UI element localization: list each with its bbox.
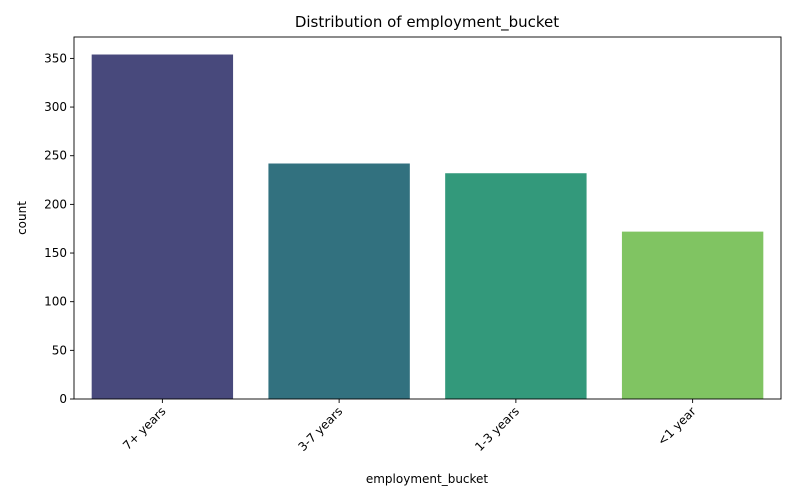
x-axis: 7+ years 3-7 years 1-3 years <1 year bbox=[120, 399, 699, 454]
y-tick-label-5: 250 bbox=[44, 149, 67, 163]
bar-1 bbox=[268, 163, 410, 399]
x-tick-label-1: 3-7 years bbox=[295, 404, 345, 454]
y-axis-label: count bbox=[15, 201, 29, 235]
y-tick-label-6: 300 bbox=[44, 100, 67, 114]
y-tick-label-3: 150 bbox=[44, 246, 67, 260]
bar-2 bbox=[445, 173, 587, 399]
bar-3 bbox=[621, 231, 764, 399]
bars-layer bbox=[91, 54, 764, 400]
y-tick-label-0: 0 bbox=[59, 392, 67, 406]
x-tick-label-3: <1 year bbox=[655, 404, 699, 448]
y-tick-label-4: 200 bbox=[44, 197, 67, 211]
y-axis: 0 50 100 150 200 250 300 350 bbox=[44, 51, 74, 406]
bar-0 bbox=[91, 54, 234, 400]
y-tick-label-2: 100 bbox=[44, 295, 67, 309]
x-tick-label-0: 7+ years bbox=[120, 404, 168, 452]
x-tick-label-2: 1-3 years bbox=[472, 404, 522, 454]
chart-title: Distribution of employment_bucket bbox=[295, 13, 559, 32]
x-axis-label: employment_bucket bbox=[366, 472, 489, 486]
y-tick-label-1: 50 bbox=[52, 343, 67, 357]
plot-frame bbox=[73, 36, 782, 400]
y-tick-label-7: 350 bbox=[44, 51, 67, 65]
